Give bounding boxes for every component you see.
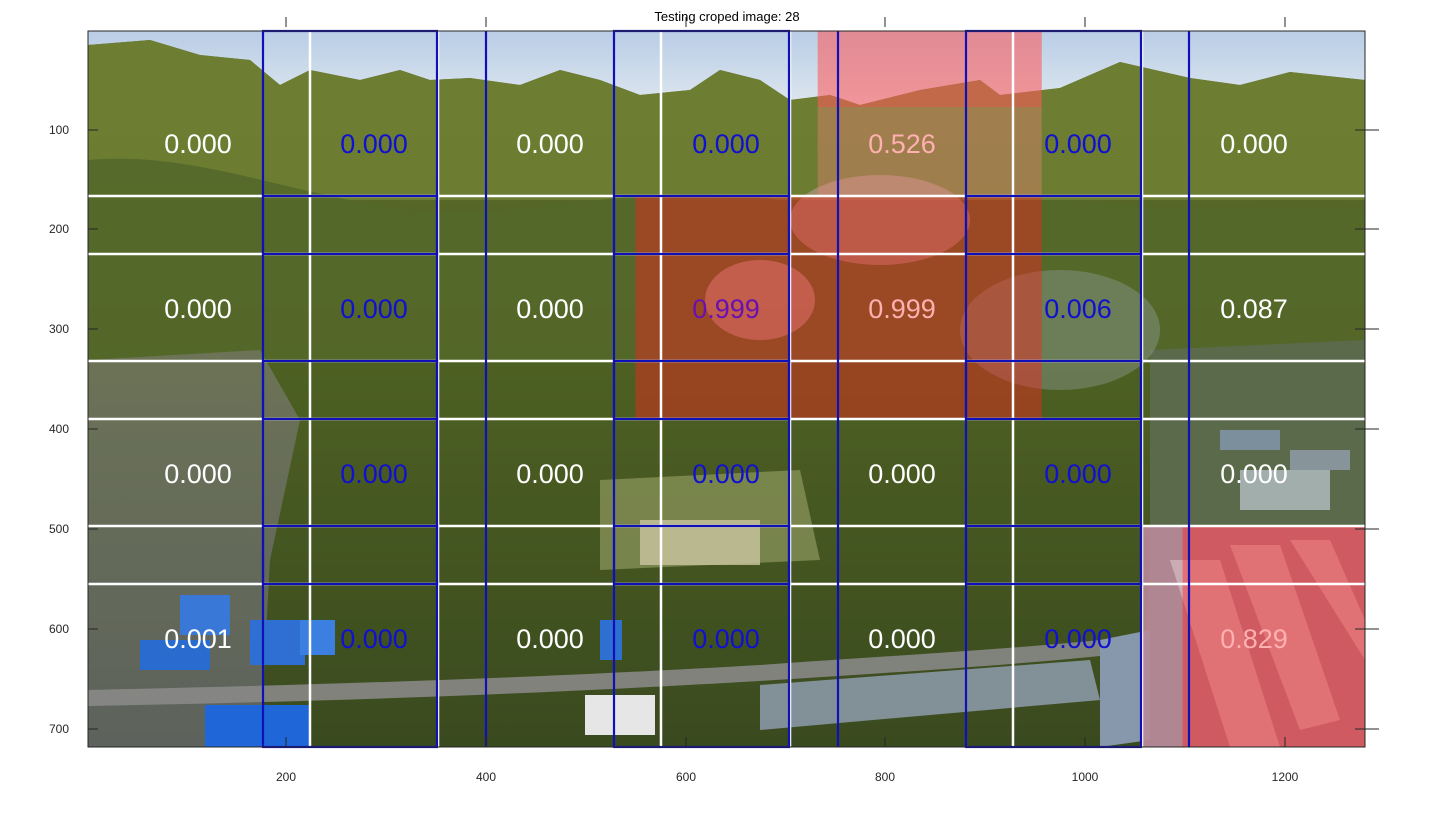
patch-grid — [88, 29, 1365, 749]
score-label: 0.000 — [1044, 624, 1112, 654]
detection-overlay — [817, 31, 1042, 196]
score-labels: 0.000 0.000 0.000 0.000 0.526 0.000 0.000 0.000… — [164, 129, 1288, 654]
detection-overlay — [1182, 526, 1365, 747]
score-label: 0.000 — [340, 459, 408, 489]
score-label: 0.001 — [164, 624, 232, 654]
patch-outline-blue — [964, 359, 1143, 586]
score-label: 0.000 — [516, 294, 584, 324]
detection-overlay — [817, 196, 1042, 418]
patch-outline-blue — [964, 194, 1143, 421]
patch-outline-blue — [261, 194, 439, 421]
figure-title: Testing croped image: 28 — [654, 9, 800, 24]
y-tick-label: 300 — [49, 322, 69, 336]
score-label: 0.829 — [1220, 624, 1288, 654]
patch-outline-blue — [612, 194, 791, 421]
score-label: 0.000 — [164, 459, 232, 489]
axis-ticks: 200 400 600 800 1000 1200 100 200 300 400 500 600 70… — [49, 17, 1379, 784]
score-label: 0.000 — [692, 459, 760, 489]
detection-overlays — [635, 31, 1365, 747]
score-label: 0.000 — [516, 129, 584, 159]
score-label: 0.000 — [1220, 459, 1288, 489]
x-tick-label: 600 — [676, 770, 696, 784]
x-tick-label: 800 — [875, 770, 895, 784]
patch-outline-blue — [261, 359, 439, 586]
axes-frame — [87, 30, 1366, 748]
score-label: 0.000 — [868, 459, 936, 489]
y-tick-label: 700 — [49, 722, 69, 736]
y-tick-label: 100 — [49, 123, 69, 137]
score-label: 0.000 — [1044, 459, 1112, 489]
score-label: 0.006 — [1044, 294, 1112, 324]
score-label: 0.000 — [164, 294, 232, 324]
aerial-photo — [88, 31, 1365, 747]
x-tick-label: 1200 — [1272, 770, 1299, 784]
score-label: 0.000 — [868, 624, 936, 654]
score-label: 0.000 — [692, 129, 760, 159]
score-label: 0.526 — [868, 129, 936, 159]
score-label: 0.000 — [164, 129, 232, 159]
score-label: 0.000 — [516, 459, 584, 489]
x-tick-label: 1000 — [1072, 770, 1099, 784]
score-label: 0.000 — [340, 624, 408, 654]
score-label: 0.000 — [692, 624, 760, 654]
patch-outline-blue — [612, 359, 791, 586]
score-label: 0.000 — [340, 129, 408, 159]
score-label: 0.087 — [1220, 294, 1288, 324]
y-tick-label: 400 — [49, 422, 69, 436]
x-tick-label: 200 — [276, 770, 296, 784]
detection-overlay — [635, 196, 818, 418]
score-label: 0.000 — [1044, 129, 1112, 159]
score-label: 0.000 — [340, 294, 408, 324]
y-tick-label: 200 — [49, 222, 69, 236]
score-label: 0.999 — [692, 294, 760, 324]
detection-overlay — [817, 31, 1042, 107]
x-tick-label: 400 — [476, 770, 496, 784]
score-label: 0.999 — [868, 294, 936, 324]
y-tick-label: 500 — [49, 522, 69, 536]
score-label: 0.000 — [1220, 129, 1288, 159]
score-label: 0.000 — [516, 624, 584, 654]
y-tick-label: 600 — [49, 622, 69, 636]
